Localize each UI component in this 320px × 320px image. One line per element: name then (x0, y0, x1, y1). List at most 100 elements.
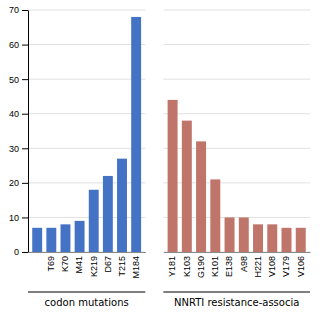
grid-line (163, 10, 310, 11)
bar (282, 228, 292, 252)
bar (210, 179, 220, 252)
y-axis: 0 10 20 30 40 50 60 70 (9, 5, 29, 257)
grid-line (28, 44, 145, 45)
x-tick: K219 (89, 252, 99, 277)
x-tick-label: V179 (281, 256, 291, 277)
x-tick-label: A98 (239, 256, 249, 272)
y-tick: 30 (9, 144, 28, 154)
grid-line (28, 113, 145, 114)
bracket (28, 292, 145, 293)
y-tick: 0 (14, 247, 28, 257)
grid-line (28, 217, 145, 218)
grid-line (28, 182, 145, 183)
bar (239, 217, 249, 252)
grid-line (163, 79, 310, 80)
y-tick-label: 30 (9, 144, 19, 154)
grid (28, 10, 145, 252)
x-tick-label: T69 (46, 256, 56, 272)
x-tick-label: G190 (196, 256, 206, 278)
bar (117, 159, 127, 252)
grid-line (28, 252, 145, 253)
bar (131, 17, 141, 252)
tick-mark (22, 114, 28, 115)
tick-mark (22, 79, 28, 80)
y-tick-label: 40 (9, 109, 19, 119)
y-tick-label: 10 (9, 213, 19, 223)
x-tick: K103 (182, 252, 192, 277)
tick-mark (22, 217, 28, 218)
x-tick: D67 (103, 252, 113, 273)
bars (32, 17, 141, 252)
y-tick: 10 (9, 213, 28, 223)
tick-mark (22, 45, 28, 46)
x-label: codon mutations (45, 297, 129, 308)
axis-line (29, 252, 146, 253)
x-tick: G190 (196, 252, 206, 278)
x-tick: K101 (210, 252, 220, 277)
grid (163, 10, 310, 252)
y-tick: 70 (9, 5, 28, 15)
x-tick-label: M184 (131, 256, 141, 279)
y-tick-label: 60 (9, 40, 19, 50)
x-tick: T69 (46, 252, 56, 272)
x-tick: V179 (281, 252, 291, 277)
x-axis: Y181K103G190K101E138A98H221V108V179V106 (164, 252, 311, 278)
x-tick-label: K103 (182, 256, 192, 277)
bracket (163, 292, 310, 293)
x-tick: E138 (224, 252, 234, 277)
y-tick-label: 70 (9, 5, 19, 15)
x-tick-label: E138 (224, 256, 234, 277)
x-tick: H221 (253, 252, 263, 278)
bar (61, 224, 71, 252)
x-axis: T69 K70 M41 K219 D67 T215 M184 (29, 252, 146, 279)
x-tick-label: T215 (117, 256, 127, 277)
grid-line (28, 10, 145, 11)
axis-line (28, 11, 29, 253)
bar (253, 224, 263, 252)
x-tick-label: D67 (103, 256, 113, 273)
bar (46, 228, 56, 252)
x-tick: V108 (267, 252, 277, 277)
bar (103, 176, 113, 252)
x-tick-label: K101 (210, 256, 220, 277)
tick-mark (22, 252, 28, 253)
x-tick: K70 (60, 252, 70, 272)
bar (168, 100, 178, 252)
x-tick-label: V108 (267, 256, 277, 277)
x-tick-label: K219 (89, 256, 99, 277)
bar (182, 121, 192, 252)
x-tick-label: K70 (60, 256, 70, 272)
y-tick-label: 20 (9, 178, 19, 188)
y-tick: 20 (9, 178, 28, 188)
x-tick: A98 (239, 252, 249, 272)
panel: Y181K103G190K101E138A98H221V108V179V106N… (163, 10, 310, 308)
grid-line (163, 113, 310, 114)
y-tick: 50 (9, 75, 28, 85)
grid-line (28, 79, 145, 80)
x-tick: M184 (131, 252, 141, 279)
x-tick: T215 (117, 252, 127, 277)
y-tick-label: 0 (14, 247, 19, 257)
tick-mark (22, 10, 28, 11)
tick-mark (22, 183, 28, 184)
bar (267, 224, 277, 252)
grid-line (163, 44, 310, 45)
x-tick-label: V106 (296, 256, 306, 277)
bar (89, 190, 99, 252)
tick-mark (22, 148, 28, 149)
bars (168, 100, 306, 252)
bar (75, 221, 85, 252)
bar (225, 217, 235, 252)
bar (296, 228, 306, 252)
x-tick: M41 (74, 252, 84, 274)
axis-line (164, 252, 311, 253)
y-tick-label: 50 (9, 75, 19, 85)
bar (32, 228, 42, 252)
grid-line (28, 148, 145, 149)
y-tick: 60 (9, 40, 28, 50)
x-label: NNRTI resistance-associa (174, 297, 299, 308)
panel: 0 10 20 30 40 50 60 70 T69 K70 M41 K219 D67 T215 M184 c… (9, 5, 146, 308)
x-tick-label: M41 (74, 256, 84, 274)
chart: 0 10 20 30 40 50 60 70 T69 K70 M41 K219 D67 T215 M184 c… (0, 0, 320, 320)
x-tick-label: H221 (253, 256, 263, 278)
